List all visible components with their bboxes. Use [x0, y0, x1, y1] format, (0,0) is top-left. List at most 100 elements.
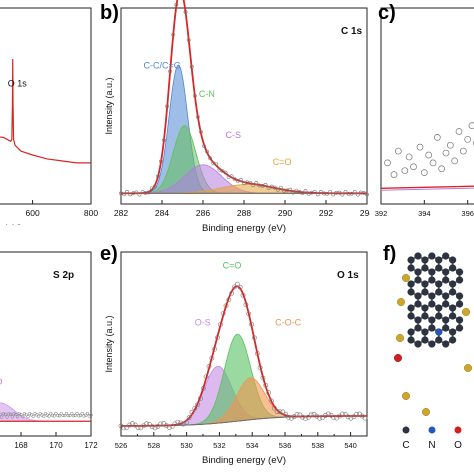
carbon-atom [407, 288, 415, 296]
raw-data-point [438, 165, 446, 173]
carbon-atom [442, 300, 450, 308]
survey-line [0, 58, 91, 164]
raw-data-point [85, 411, 90, 416]
raw-data-point [135, 425, 141, 430]
raw-data-point [56, 413, 60, 418]
raw-data-point [159, 159, 163, 164]
raw-data-point [325, 411, 331, 417]
raw-data-point [3, 412, 7, 417]
raw-data-point [220, 311, 226, 316]
carbon-atom [442, 268, 450, 276]
component-line [380, 187, 474, 191]
carbon-atom [428, 252, 436, 260]
raw-data-point [162, 138, 166, 143]
raw-data-point [78, 413, 83, 417]
raw-data-point [215, 335, 220, 340]
carbon-atom [428, 324, 436, 332]
raw-data-point [198, 396, 203, 401]
carbon-atom [449, 264, 457, 272]
carbon-atom [455, 276, 464, 284]
x-tick-label: 290 [278, 208, 292, 218]
carbon-atom [414, 276, 422, 284]
raw-data-point [405, 153, 413, 161]
raw-data-point [297, 412, 303, 418]
raw-data-point [271, 405, 277, 411]
raw-data-point [52, 414, 56, 418]
raw-data-point [200, 386, 206, 391]
carbon-atom [435, 312, 443, 320]
raw-data-point [446, 141, 454, 149]
carbon-atom [414, 324, 422, 332]
raw-data-point [146, 190, 151, 195]
carbon-atom [435, 280, 443, 288]
annotation-cs: C-S [226, 130, 242, 140]
raw-data-point [322, 412, 328, 418]
carbon-atom [407, 264, 415, 272]
raw-data-point [212, 346, 218, 352]
raw-data-point [84, 413, 88, 417]
raw-data-point [232, 284, 237, 290]
raw-data-point [455, 128, 463, 135]
raw-data-point [217, 167, 222, 172]
raw-data-point [365, 192, 369, 197]
raw-data-point [63, 413, 67, 418]
raw-data-point [269, 398, 274, 404]
carbon-atom [442, 252, 450, 260]
raw-data-point [266, 186, 271, 190]
raw-data-point [199, 130, 203, 134]
raw-data-point [325, 192, 329, 196]
raw-data-point [248, 180, 253, 185]
raw-data-point [189, 64, 194, 69]
raw-data-point [232, 177, 237, 182]
raw-data-point [425, 151, 433, 159]
raw-data-point [128, 192, 133, 197]
raw-data-point [229, 290, 235, 296]
x-tick-label: 294 [360, 208, 370, 218]
carbon-atom [428, 316, 436, 324]
carbon-atom [421, 304, 429, 312]
carbon-atom [414, 340, 422, 348]
plot-frame [380, 7, 474, 205]
raw-data-point [300, 414, 306, 420]
raw-data-point [64, 411, 69, 416]
panel-label-b: b) [100, 2, 119, 24]
raw-data-point [71, 414, 76, 418]
carbon-atom [407, 336, 415, 344]
carbon-atom [435, 288, 443, 296]
x-axis-label: (eV) [4, 223, 22, 225]
x-tick-label: 288 [237, 208, 251, 218]
raw-data-point [351, 414, 357, 420]
legend-swatch-n [428, 426, 436, 434]
x-tick-label: 284 [155, 208, 169, 218]
raw-data-point [82, 414, 86, 418]
raw-data-point [320, 415, 325, 421]
raw-data-point [183, 420, 189, 425]
carbon-atom [442, 340, 450, 348]
carbon-atom [428, 300, 436, 308]
x-tick-label: 172 [84, 441, 98, 450]
plot-frame [0, 7, 92, 205]
legend-swatch-c [402, 426, 410, 434]
carbon-atom [428, 268, 436, 276]
chart-a-survey-spectrum: 600 800 (eV) O 1s [0, 7, 98, 225]
raw-data-point [331, 415, 337, 421]
annotation-cc: C-C/C=C [144, 61, 181, 71]
raw-data-point [472, 140, 474, 146]
raw-data-point [312, 190, 317, 194]
raw-data-point [384, 159, 391, 167]
raw-data-point [362, 415, 368, 421]
raw-data-point [410, 163, 417, 171]
raw-data-point [10, 415, 14, 419]
raw-data-point [217, 322, 223, 327]
x-tick-label: 600 [25, 208, 39, 218]
raw-data-point [152, 425, 158, 431]
panel-label-f: f) [383, 243, 397, 265]
carbon-atom [449, 280, 457, 288]
legend-swatch-o [454, 426, 462, 434]
carbon-atom [455, 268, 464, 276]
raw-data-point [340, 192, 345, 197]
raw-data-point [331, 192, 336, 197]
x-tick-label: 292 [319, 208, 333, 218]
raw-data-point [0, 415, 4, 419]
raw-data-point [80, 411, 84, 416]
